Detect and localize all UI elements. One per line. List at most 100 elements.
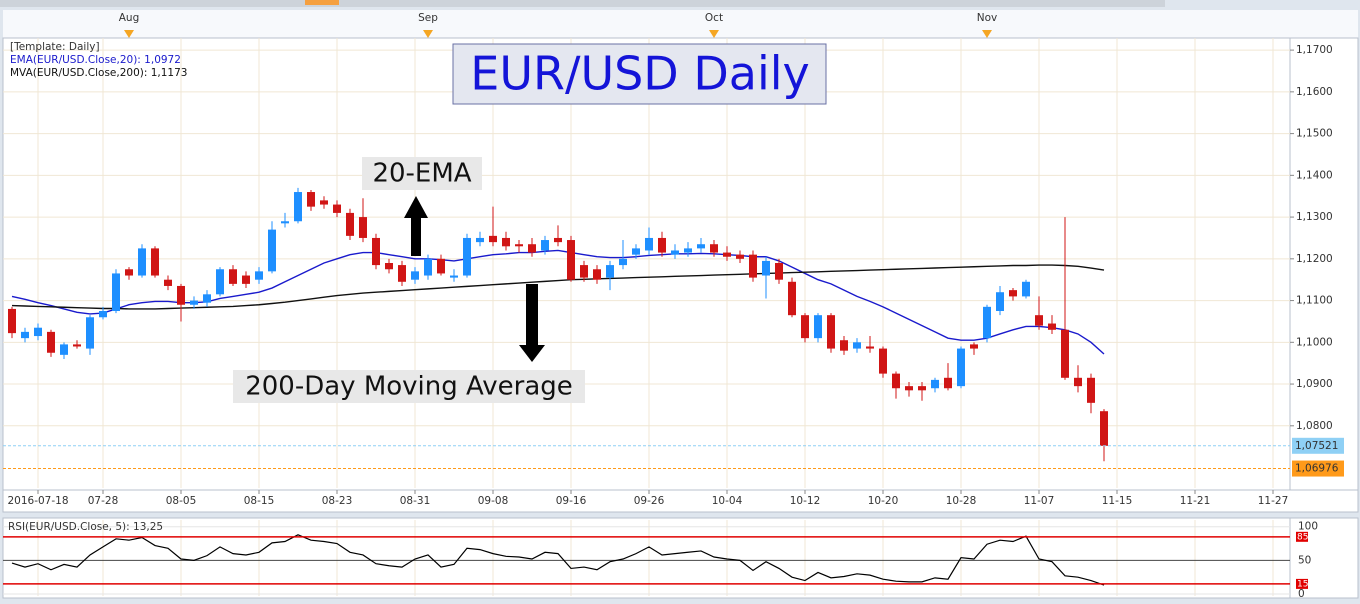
x-tick-label: 11-27 xyxy=(1258,495,1289,507)
candle-body xyxy=(580,265,588,278)
top-strip xyxy=(0,0,1165,7)
x-tick-label: 07-28 xyxy=(88,495,119,507)
x-tick-label: 10-28 xyxy=(946,495,977,507)
candle-body xyxy=(918,386,926,391)
x-tick-label: 08-05 xyxy=(166,495,197,507)
top-tab[interactable] xyxy=(305,0,339,5)
candle-body xyxy=(216,269,224,295)
month-marker xyxy=(124,30,134,38)
x-tick-label: 09-26 xyxy=(634,495,665,507)
candle-body xyxy=(229,269,237,284)
date-axis xyxy=(2,489,1359,513)
candle-body xyxy=(970,344,978,349)
candle-body xyxy=(151,248,159,276)
candle-body xyxy=(190,300,198,305)
x-tick-label: 11-21 xyxy=(1180,495,1211,507)
candle-body xyxy=(1074,377,1082,387)
arrow-down xyxy=(519,284,545,362)
y-tick-label: 1,1000 xyxy=(1296,336,1333,348)
candle-body xyxy=(8,308,16,334)
candle-body xyxy=(554,237,562,243)
candle-body xyxy=(879,348,887,374)
candle-body xyxy=(931,379,939,389)
x-tick-label: 09-16 xyxy=(556,495,587,507)
rsi-level-box xyxy=(1296,531,1308,542)
candle-body xyxy=(502,237,510,247)
annotation: 200-Day Moving Average xyxy=(245,372,573,402)
candle-body xyxy=(788,281,796,316)
candle-body xyxy=(632,248,640,255)
candle-body xyxy=(723,252,731,257)
candle-body xyxy=(47,331,55,353)
candle-body xyxy=(385,263,393,270)
candle-body xyxy=(203,294,211,303)
candle-body xyxy=(567,240,575,280)
candle-body xyxy=(853,342,861,349)
candle-body xyxy=(801,315,809,339)
candle-body xyxy=(307,192,315,207)
y-tick-label: 1,0800 xyxy=(1296,420,1333,432)
candle-body xyxy=(996,292,1004,312)
candle-body xyxy=(138,248,146,276)
candle-body xyxy=(1087,377,1095,403)
y-tick-label: 1,1200 xyxy=(1296,253,1333,265)
candle-body xyxy=(463,237,471,276)
candle-body xyxy=(125,269,133,276)
candle-body xyxy=(268,229,276,272)
annotation-box xyxy=(233,370,585,403)
x-tick-label: 08-23 xyxy=(322,495,353,507)
candle-body xyxy=(164,279,172,286)
rsi-line xyxy=(11,534,1105,586)
chart-title: EUR/USD Daily xyxy=(470,47,810,101)
title-box xyxy=(452,43,827,105)
arrow-up xyxy=(404,196,428,256)
candle-body xyxy=(528,244,536,253)
candle-body xyxy=(606,265,614,278)
candle-body xyxy=(437,258,445,274)
candle-body xyxy=(424,258,432,276)
candle-body xyxy=(593,269,601,280)
candle-body xyxy=(372,237,380,266)
price-marker-box xyxy=(1292,460,1344,477)
price-marker-label: 1,06976 xyxy=(1295,463,1339,475)
candle-body xyxy=(411,271,419,280)
candle-body xyxy=(489,235,497,243)
y-tick-label: 1,0900 xyxy=(1296,378,1333,390)
candle-body xyxy=(60,344,68,355)
month-marker xyxy=(423,30,433,38)
annotation: 20-EMA xyxy=(372,159,471,189)
candle-body xyxy=(658,237,666,253)
candle-body xyxy=(320,200,328,205)
candle-body xyxy=(892,373,900,389)
legend-header: [Template: Daily] xyxy=(10,41,100,53)
candle-body xyxy=(86,317,94,349)
candle-body xyxy=(944,377,952,389)
month-marker xyxy=(982,30,992,38)
x-tick-label: 10-04 xyxy=(712,495,743,507)
candle-body xyxy=(1022,281,1030,297)
month-label: Aug xyxy=(119,12,140,24)
y-tick-label: 1,1600 xyxy=(1296,86,1333,98)
price-axis xyxy=(1289,37,1359,491)
candle-body xyxy=(905,386,913,391)
candle-body xyxy=(957,348,965,387)
x-tick-label: 08-15 xyxy=(244,495,275,507)
y-tick-label: 1,1100 xyxy=(1296,295,1333,307)
candle-body xyxy=(541,240,549,251)
candle-body xyxy=(450,275,458,278)
month-label: Oct xyxy=(705,12,723,24)
legend-entry: MVA(EUR/USD.Close,200): 1,1173 xyxy=(10,67,187,79)
candle-body xyxy=(840,340,848,351)
candle-body xyxy=(827,315,835,349)
plot-area xyxy=(2,37,1291,491)
candle-body xyxy=(1009,290,1017,297)
x-tick-label: 08-31 xyxy=(400,495,431,507)
x-tick-label: 10-12 xyxy=(790,495,821,507)
annotation-box xyxy=(362,157,482,190)
candle-body xyxy=(866,346,874,349)
candle-body xyxy=(255,271,263,280)
rsi-tick-label: 50 xyxy=(1298,554,1311,566)
price-marker-label: 1,07521 xyxy=(1295,440,1338,452)
